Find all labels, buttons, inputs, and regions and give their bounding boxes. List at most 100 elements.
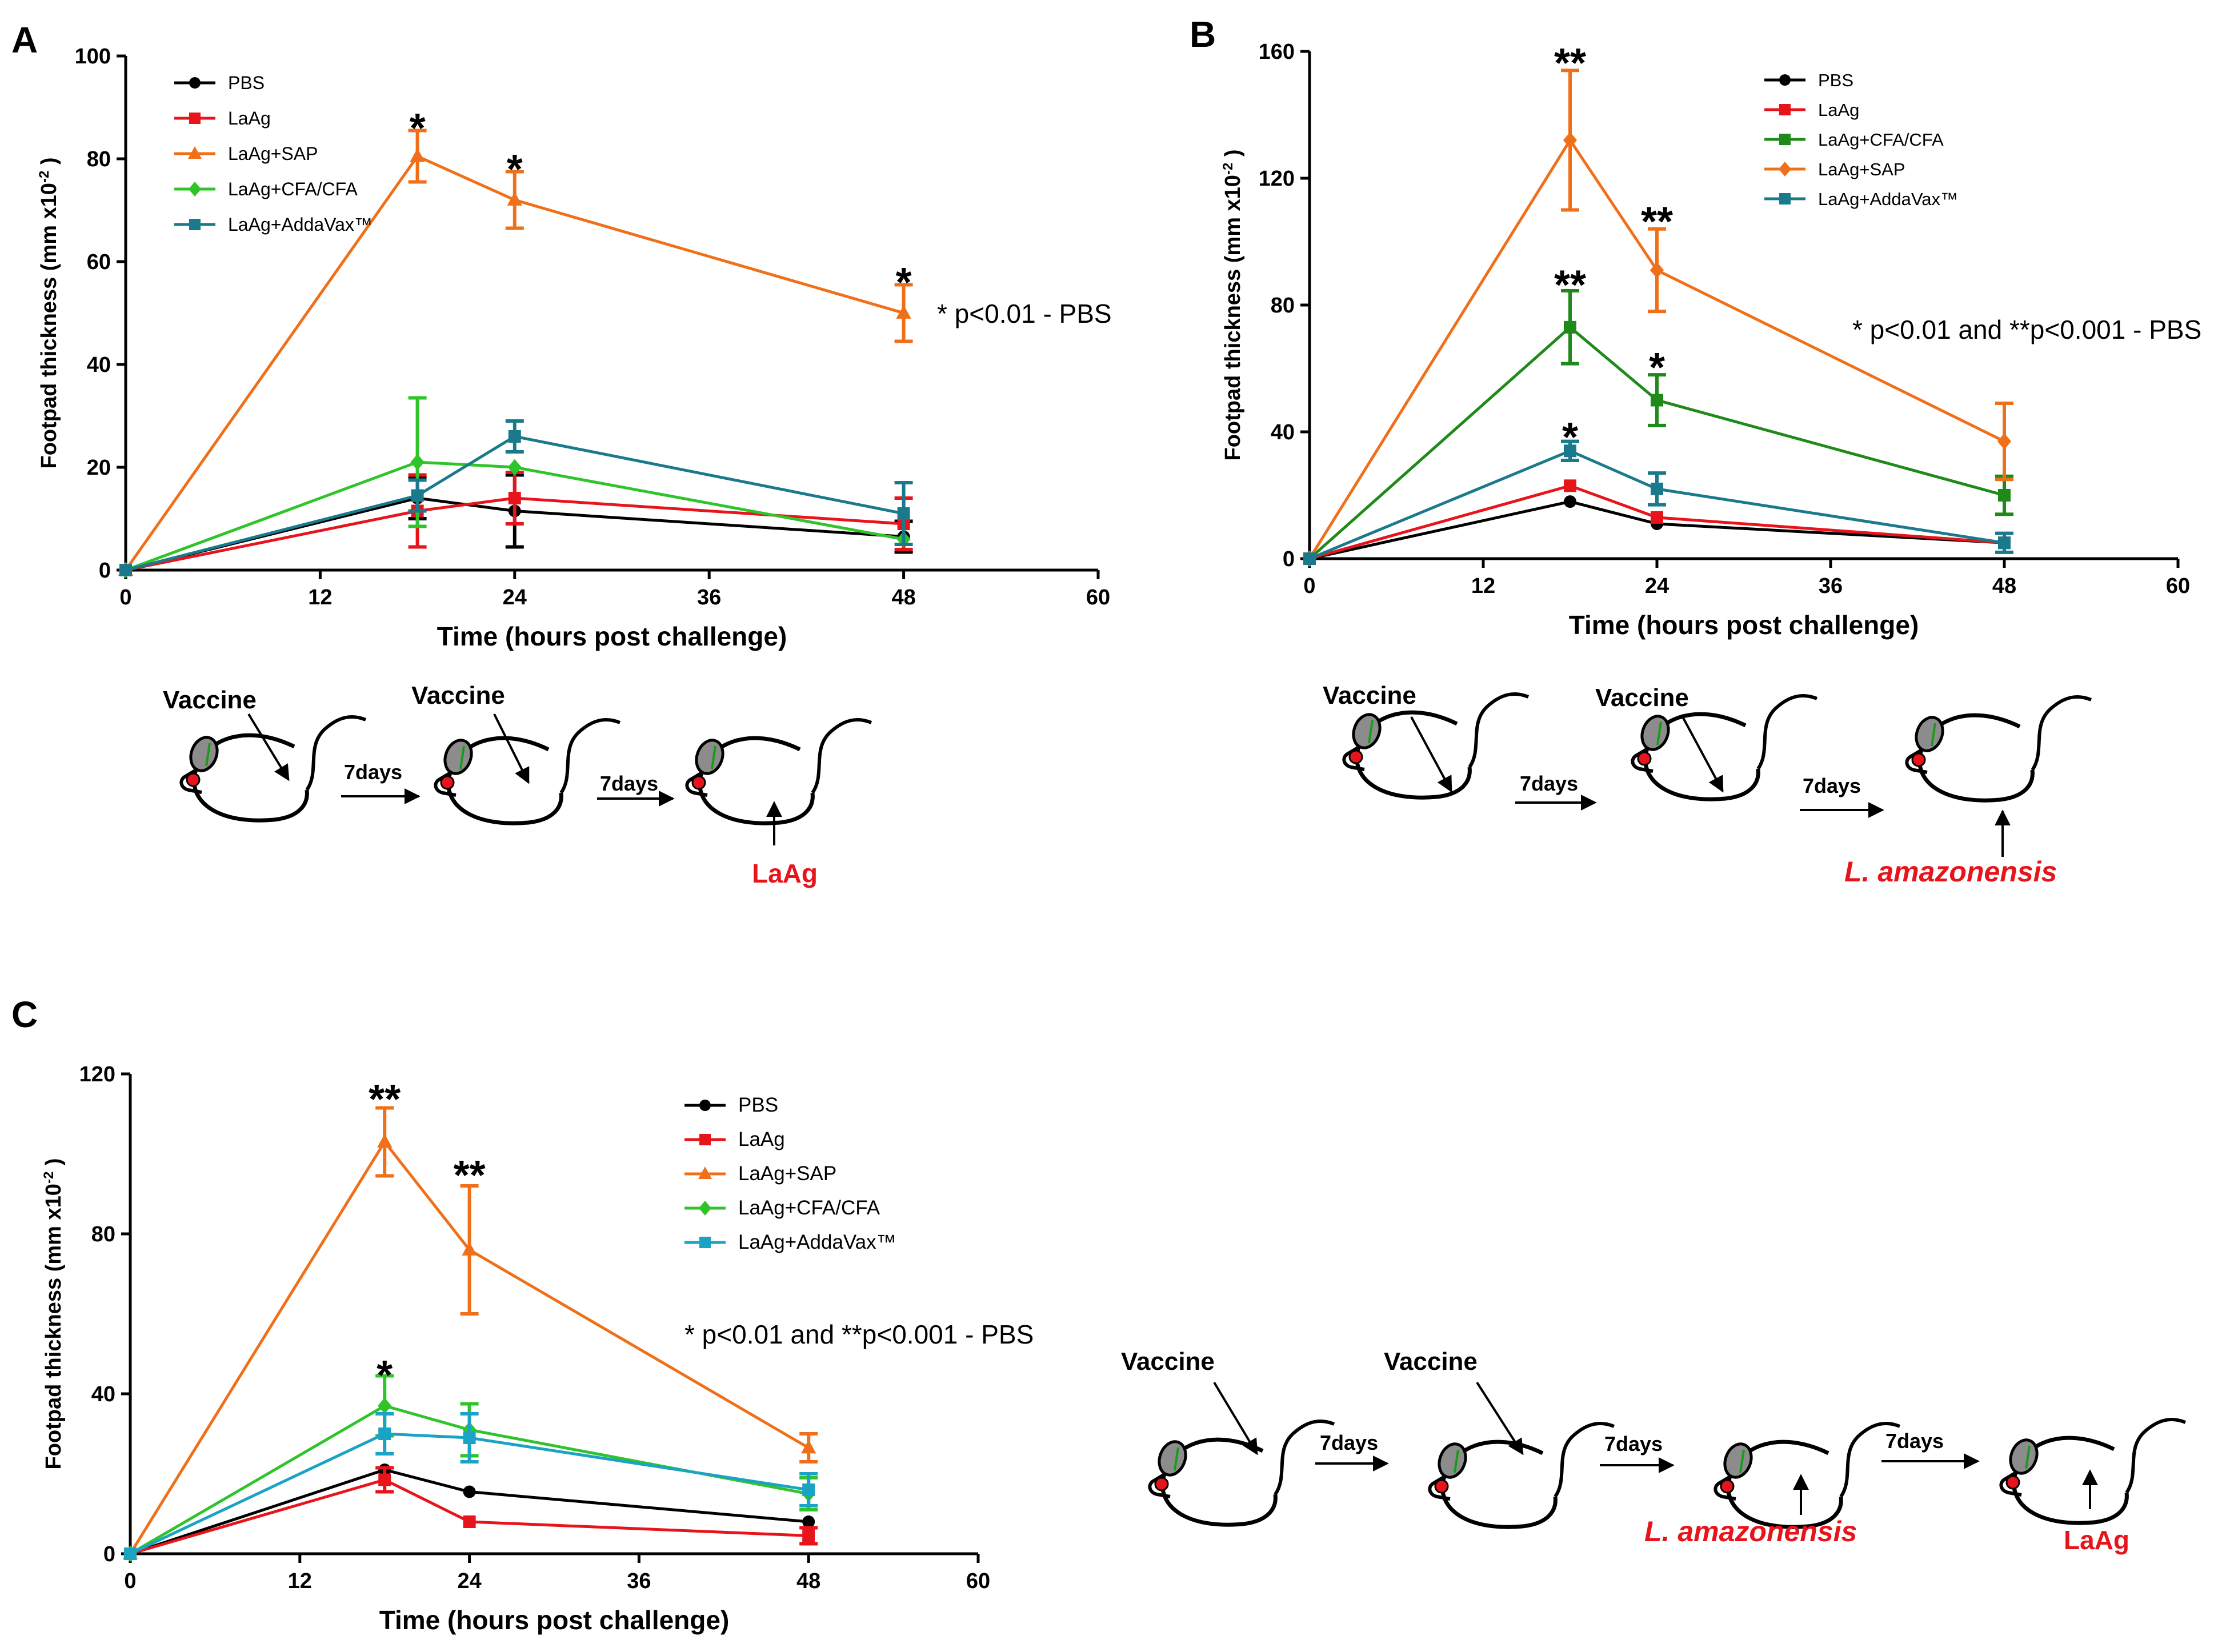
chart-c-legend-label: LaAg+AddaVax™ — [738, 1231, 896, 1253]
data-point — [1998, 536, 2011, 550]
data-point — [699, 1237, 711, 1248]
chart-a-x-tick-label: 24 — [503, 586, 527, 610]
data-point — [699, 1201, 711, 1216]
data-point — [801, 1440, 816, 1454]
scheme-a-vaccine-1: Vaccine — [163, 686, 257, 714]
chart-a-series-1 — [119, 471, 913, 576]
chart-b-legend-label: PBS — [1818, 70, 1853, 90]
chart-a-x-tick-label: 60 — [1086, 586, 1110, 610]
chart-b-legend-label: LaAg+SAP — [1818, 159, 1905, 179]
data-point — [411, 489, 424, 502]
scheme-b-challenge: L. amazonensis — [1844, 856, 2057, 888]
data-point — [1779, 104, 1791, 115]
chart-a-x-tick-label: 12 — [308, 586, 332, 610]
chart-c-legend-label: PBS — [738, 1094, 778, 1116]
chart-c-legend-label: LaAg+CFA/CFA — [738, 1197, 880, 1219]
chart-b-series-line — [1309, 500, 2005, 560]
chart-b-series-line — [1308, 137, 2005, 560]
chart-b-legend-item: LaAg+AddaVax™ — [1764, 189, 1958, 209]
chart-a-y-tick-label: 40 — [87, 353, 111, 377]
chart-b-legend-item: LaAg+CFA/CFA — [1764, 130, 1944, 150]
chart-c-legend-label: LaAg+SAP — [738, 1162, 836, 1185]
scheme-a-interval-2: 7days — [600, 772, 658, 795]
chart-a-significance-mark: * — [896, 260, 912, 306]
data-point — [463, 1515, 476, 1528]
mouse-icon — [1430, 1424, 1614, 1527]
chart-c-series-1 — [124, 1466, 818, 1560]
chart-a-legend-item: LaAg — [174, 108, 271, 129]
chart-b-x-tick-label: 36 — [1819, 574, 1843, 598]
chart-b-y-label: Footpad thickness (mm x10-2 ) — [1220, 149, 1246, 460]
data-point — [802, 1515, 815, 1528]
mouse-icon — [2001, 1420, 2185, 1523]
mouse-icon — [1344, 694, 1528, 797]
chart-a-legend-label: LaAg+CFA/CFA — [228, 179, 358, 199]
chart-b-series-3 — [1302, 69, 2013, 567]
chart-c-legend-item: LaAg+SAP — [684, 1162, 836, 1185]
chart-a-significance-mark: * — [410, 106, 426, 151]
chart-b-y-tick-label: 0 — [1283, 547, 1295, 571]
chart-c-y-tick-label: 40 — [91, 1382, 115, 1406]
panel-letter-c: C — [11, 994, 38, 1035]
chart-a-significance-mark: * — [507, 147, 523, 193]
chart-c-legend-item: LaAg — [684, 1128, 785, 1150]
chart-c-significance-mark: ** — [454, 1153, 486, 1198]
chart-c-note: * p<0.01 and **p<0.001 - PBS — [684, 1320, 1034, 1349]
chart-c-legend-item: LaAg+AddaVax™ — [684, 1231, 896, 1253]
panel-letter-b: B — [1190, 14, 1216, 55]
chart-b-series-line — [1309, 449, 2005, 560]
chart-a-series-4 — [119, 419, 913, 576]
chart-a-x-tick-label: 48 — [891, 586, 915, 610]
chart-c-y-tick-label: 120 — [79, 1062, 115, 1086]
chart-c-x-tick-label: 36 — [627, 1569, 651, 1593]
chart-a-legend-item: LaAg+AddaVax™ — [174, 214, 373, 235]
chart-a-legend-item: LaAg+CFA/CFA — [174, 179, 358, 199]
chart-a-y-label: Footpad thickness (mm x10-2 ) — [37, 157, 62, 468]
chart-b-significance-mark: * — [1562, 415, 1578, 460]
chart-b-significance-mark: ** — [1554, 263, 1586, 308]
chart-c-x-tick-label: 24 — [457, 1569, 481, 1593]
chart-b-significance-mark: ** — [1641, 199, 1673, 245]
chart-a-y-tick-label: 100 — [75, 45, 111, 69]
data-point — [1651, 482, 1663, 495]
chart-b-y-tick-label: 120 — [1259, 167, 1295, 191]
chart-b-legend-item: PBS — [1764, 70, 1853, 90]
scheme-b-interval-1: 7days — [1520, 772, 1578, 795]
data-point — [378, 1428, 391, 1440]
chart-b-significance-mark: * — [1649, 345, 1665, 391]
chart-b-x-tick-label: 48 — [1992, 574, 2016, 598]
panel-letter-a: A — [11, 19, 38, 61]
data-point — [897, 507, 910, 520]
chart-c-y-tick-label: 0 — [103, 1542, 115, 1566]
data-point — [507, 191, 522, 206]
chart-a-y-tick-label: 20 — [87, 456, 111, 480]
chart-c-series-line — [130, 1478, 809, 1555]
chart-b-legend-item: LaAg+SAP — [1764, 159, 1905, 179]
data-point — [378, 1473, 391, 1486]
chart-b-x-label: Time (hours post challenge) — [1569, 610, 1919, 640]
chart-c-series-line — [130, 1468, 809, 1555]
chart-b-x-tick-label: 24 — [1645, 574, 1669, 598]
data-point — [410, 454, 425, 471]
scheme-b-vaccine-1: Vaccine — [1323, 681, 1416, 709]
chart-b-significance-mark: ** — [1554, 41, 1586, 86]
chart-a-x-tick-label: 36 — [697, 586, 721, 610]
chart-b-y-tick-label: 160 — [1259, 40, 1295, 64]
data-point — [1651, 394, 1663, 407]
scheme-b-vaccine-2: Vaccine — [1595, 684, 1689, 712]
chart-c-x-tick-label: 12 — [288, 1569, 312, 1593]
data-point — [188, 146, 202, 159]
chart-b-series-4 — [1303, 439, 2013, 565]
data-point — [1651, 511, 1663, 524]
chart-c-y-label: Footpad thickness (mm x10-2 ) — [41, 1158, 66, 1469]
scheme-a-challenge: LaAg — [752, 859, 818, 888]
data-point — [507, 459, 522, 476]
chart-c-series-line — [129, 1139, 810, 1555]
chart-a-legend-label: LaAg+SAP — [228, 143, 318, 164]
data-point — [896, 304, 911, 319]
data-point — [1564, 479, 1576, 492]
chart-a-y-tick-label: 60 — [87, 250, 111, 274]
chart-c-series-4 — [124, 1412, 818, 1560]
scheme-b-interval-2: 7days — [1803, 774, 1861, 797]
